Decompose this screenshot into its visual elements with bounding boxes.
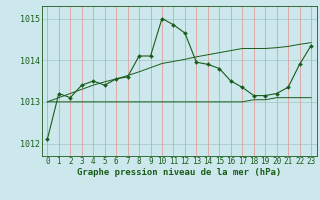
- X-axis label: Graphe pression niveau de la mer (hPa): Graphe pression niveau de la mer (hPa): [77, 168, 281, 177]
